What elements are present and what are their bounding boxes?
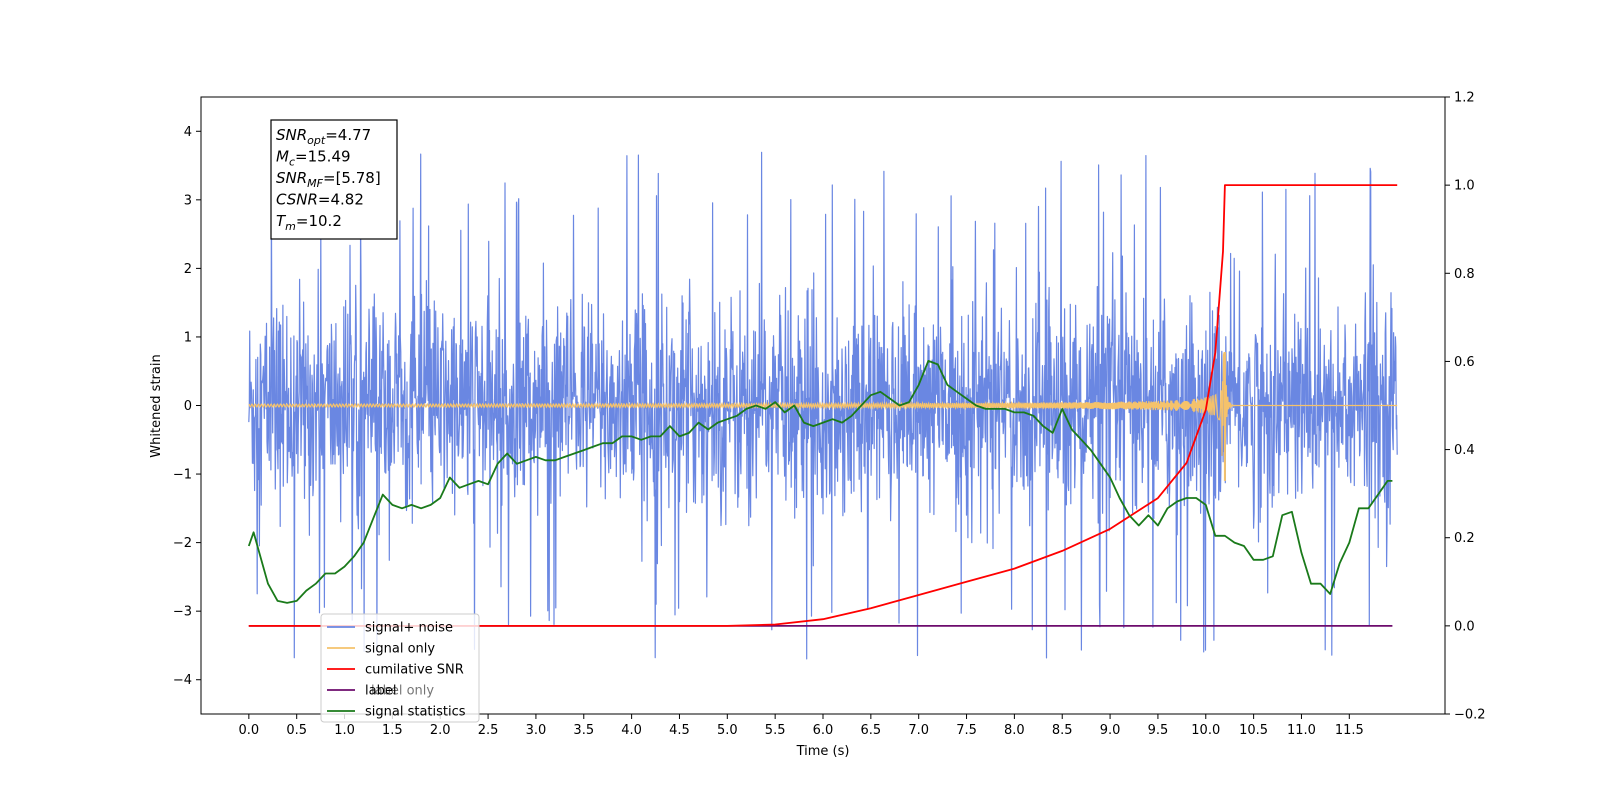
legend-label: cumilative SNR [365, 663, 464, 678]
y-left-tick-label: −2 [173, 536, 192, 551]
x-tick-label: 11.0 [1287, 723, 1316, 738]
x-tick-label: 5.0 [717, 723, 738, 738]
x-tick-label: 1.0 [334, 723, 355, 738]
annotation-line: Tm=10.2 [276, 212, 342, 233]
legend: label only signal+ noise signal only cumila… [320, 613, 480, 723]
y-right-tick-label: 0.4 [1454, 443, 1475, 458]
legend-label: label [365, 684, 396, 699]
y-left-tick-label: −3 [173, 605, 192, 620]
y-right-tick-label: 0.0 [1454, 619, 1475, 634]
y-left-tick-label: 0 [184, 399, 192, 414]
x-tick-label: 6.5 [861, 723, 882, 738]
y-right-tick-label: 0.2 [1454, 531, 1475, 546]
y-left-tick-label: 2 [184, 262, 192, 277]
x-tick-label: 3.0 [526, 723, 547, 738]
annotation-line: SNRopt=4.77 [276, 126, 371, 147]
series-signal-noise-line [248, 151, 1398, 660]
x-tick-label: 8.5 [1052, 723, 1073, 738]
x-tick-label: 9.5 [1148, 723, 1169, 738]
y-right-tick-label: 0.6 [1454, 355, 1475, 370]
annotation-line: SNRMF=[5.78] [276, 169, 381, 190]
x-tick-label: 8.0 [1004, 723, 1025, 738]
x-tick-label: 10.5 [1239, 723, 1268, 738]
x-tick-label: 4.0 [621, 723, 642, 738]
x-tick-label: 2.0 [430, 723, 451, 738]
x-tick-label: 11.5 [1335, 723, 1364, 738]
legend-frame [320, 613, 480, 723]
x-tick-label: 0.0 [239, 723, 260, 738]
series-signal-statistics-line [247, 360, 1393, 604]
y-left-tick-label: 4 [184, 125, 192, 140]
y-right-tick-label: 1.0 [1454, 179, 1475, 194]
x-tick-label: 2.5 [478, 723, 499, 738]
x-tick-label: 10.0 [1191, 723, 1220, 738]
annotation-frame [270, 119, 398, 240]
x-tick-label: 9.0 [1100, 723, 1121, 738]
x-tick-label: 4.5 [669, 723, 690, 738]
x-tick-label: 6.0 [813, 723, 834, 738]
y-left-tick-label: 1 [184, 330, 192, 345]
y-left-tick-label: 3 [184, 193, 192, 208]
legend-label: signal+ noise [365, 621, 453, 636]
y-axis-left: 4 3 2 1 0 −1 −2 −3 −4 [173, 125, 201, 688]
y-axis-right: 1.2 1.0 0.8 0.6 0.4 0.2 0.0 −0.2 [1445, 91, 1486, 723]
stats-annotation-box: SNRopt=4.77Mc=15.49SNRMF=[5.78]CSNR=4.82… [270, 119, 398, 240]
y-right-tick-label: 0.8 [1454, 267, 1475, 282]
y-axis-label-left: Whitened strain [149, 354, 164, 457]
legend-label: signal statistics [365, 705, 466, 720]
legend-label-hidden: label only [371, 684, 434, 699]
x-axis: 0.0 0.5 1.0 1.5 2.0 2.5 3.0 3.5 4.0 4.5 5.0 5.5 6.0 6… [239, 714, 1364, 738]
x-tick-label: 7.5 [956, 723, 977, 738]
legend-label: signal only [365, 642, 435, 657]
y-right-tick-label: 1.2 [1454, 91, 1475, 106]
series-cumulative-snr-line [248, 184, 1398, 627]
x-tick-label: 3.5 [573, 723, 594, 738]
x-tick-label: 7.0 [908, 723, 929, 738]
x-axis-label: Time (s) [796, 744, 850, 759]
x-tick-label: 1.5 [382, 723, 403, 738]
annotation-line: Mc=15.49 [276, 148, 351, 169]
y-left-tick-label: −4 [173, 673, 192, 688]
x-tick-label: 5.5 [765, 723, 786, 738]
y-right-tick-label: −0.2 [1454, 708, 1486, 723]
annotation-line: CSNR=4.82 [276, 191, 364, 209]
x-tick-label: 0.5 [286, 723, 307, 738]
y-left-tick-label: −1 [173, 468, 192, 483]
